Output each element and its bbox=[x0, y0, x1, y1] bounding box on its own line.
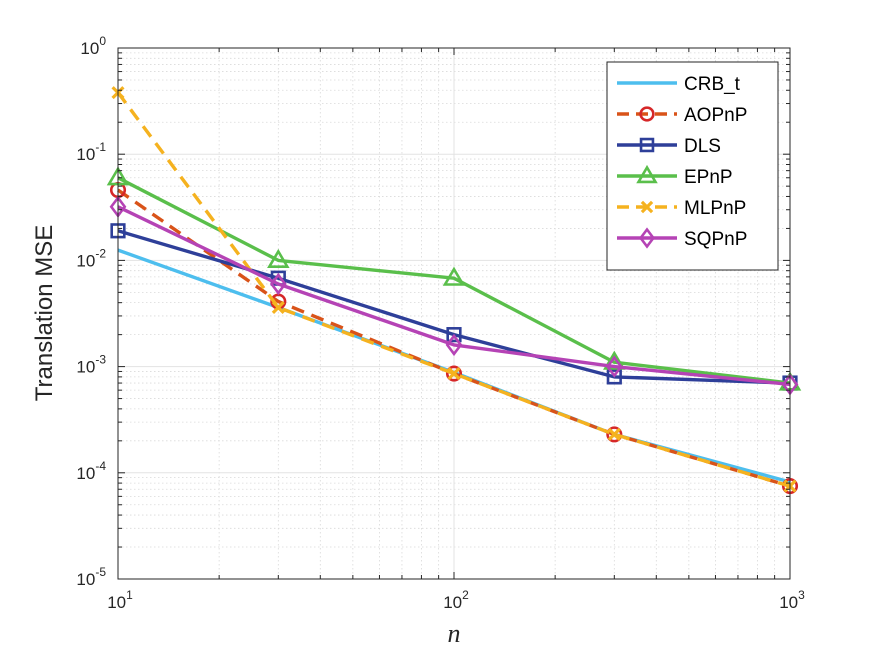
legend-item: EPnP bbox=[617, 164, 733, 188]
legend-label: AOPnP bbox=[684, 105, 747, 126]
data-point bbox=[636, 164, 658, 184]
legend-box bbox=[606, 61, 779, 271]
series-line bbox=[116, 91, 791, 488]
data-point bbox=[603, 350, 626, 370]
x-tick-label: 101 bbox=[107, 588, 133, 612]
data-point bbox=[442, 266, 466, 286]
data-point bbox=[639, 106, 655, 122]
y-tick-label: 10-1 bbox=[76, 140, 106, 164]
y-tick-label: 10-3 bbox=[76, 353, 106, 377]
legend-item: MLPnP bbox=[617, 198, 746, 219]
legend-label: MLPnP bbox=[684, 198, 746, 219]
legend-item: CRB_t bbox=[617, 74, 741, 95]
legend-label: DLS bbox=[684, 136, 721, 157]
x-axis-label: n bbox=[448, 619, 461, 648]
legend-item: DLS bbox=[617, 136, 721, 157]
data-point bbox=[639, 227, 655, 249]
x-tick-label: 102 bbox=[443, 588, 469, 612]
y-tick-label: 10-2 bbox=[76, 246, 106, 270]
data-point bbox=[640, 200, 654, 214]
legend-item: SQPnP bbox=[617, 227, 747, 250]
series-layer bbox=[106, 86, 802, 495]
data-point bbox=[271, 300, 285, 315]
data-point bbox=[607, 427, 621, 441]
x-tick-label: 103 bbox=[779, 588, 805, 612]
y-tick-label: 10-5 bbox=[76, 565, 106, 589]
axis-ticks bbox=[117, 47, 791, 580]
data-point bbox=[269, 272, 287, 296]
data-point bbox=[267, 248, 290, 269]
data-point bbox=[447, 367, 461, 381]
data-point bbox=[445, 333, 463, 357]
legend-label: SQPnP bbox=[684, 229, 747, 250]
y-tick-labels: 10-5 10-4 10-3 10-2 10-1 100 bbox=[76, 34, 106, 589]
data-point bbox=[639, 137, 655, 153]
legend-label: CRB_t bbox=[684, 74, 741, 95]
legend-item: AOPnP bbox=[617, 105, 747, 126]
series-sqpnp bbox=[109, 195, 799, 396]
y-tick-label: 10-4 bbox=[76, 459, 106, 483]
legend-label: EPnP bbox=[684, 167, 733, 188]
series-line bbox=[117, 205, 791, 387]
data-point bbox=[605, 355, 623, 378]
series-line bbox=[117, 176, 791, 385]
legend: CRB_t AOPnP DLS EPnP MLPnP SQPnP bbox=[606, 61, 779, 271]
x-tick-labels: 101 102 103 bbox=[107, 588, 805, 612]
data-point bbox=[606, 426, 623, 443]
y-axis-label: Translation MSE bbox=[31, 225, 58, 402]
data-point bbox=[446, 327, 462, 343]
y-tick-label: 100 bbox=[80, 34, 106, 58]
data-point bbox=[606, 369, 622, 385]
data-point bbox=[445, 365, 463, 382]
